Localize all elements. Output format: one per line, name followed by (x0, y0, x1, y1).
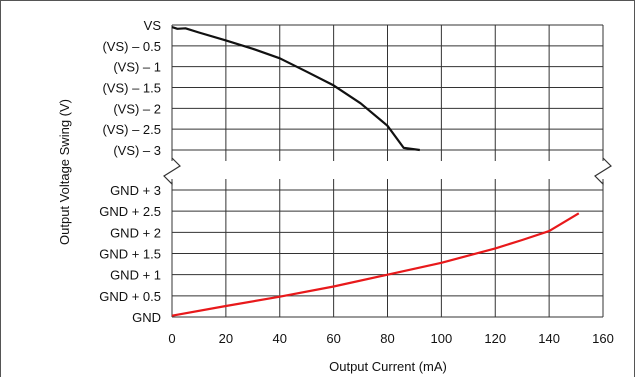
tick-labels: 0 20 40 60 80 100 120 140 160 VS (VS) – 0.5 (VS) – … (99, 18, 614, 346)
x-tick-label: 0 (168, 331, 175, 346)
x-tick-label: 60 (326, 331, 340, 346)
x-tick-label: 140 (538, 331, 560, 346)
x-tick-label: 160 (592, 331, 614, 346)
y-tick-label-lower: GND + 1.5 (99, 247, 161, 262)
x-tick-label: 20 (219, 331, 233, 346)
chart-marks (171, 26, 580, 317)
axis-break-right (594, 157, 612, 186)
x-tick-label: 120 (484, 331, 506, 346)
y-tick-label-upper: (VS) – 2 (113, 101, 161, 116)
y-tick-label-upper: (VS) – 3 (113, 143, 161, 158)
y-tick-label-lower: GND + 2.5 (99, 204, 161, 219)
y-tick-label-upper: (VS) – 0.5 (102, 39, 161, 54)
y-tick-label-upper: (VS) – 1 (113, 60, 161, 75)
y-tick-label-upper: (VS) – 1.5 (102, 81, 161, 96)
series-line-high-swing (171, 26, 420, 152)
y-tick-label-lower: GND + 1 (110, 268, 161, 283)
x-tick-label: 100 (431, 331, 453, 346)
y-tick-label-upper: (VS) – 2.5 (102, 122, 161, 137)
y-tick-label-upper: VS (144, 18, 162, 33)
grid (163, 24, 612, 318)
x-tick-label: 80 (380, 331, 394, 346)
y-tick-label-lower: GND + 0.5 (99, 289, 161, 304)
y-axis-label: Output Voltage Swing (V) (57, 99, 72, 245)
series-line-low-swing (171, 212, 580, 317)
axis-break-gap (170, 161, 605, 179)
y-tick-label-lower: GND + 3 (110, 183, 161, 198)
x-axis-label: Output Current (mA) (329, 359, 447, 374)
y-tick-label-lower: GND + 2 (110, 225, 161, 240)
x-tick-label: 40 (273, 331, 287, 346)
y-tick-label-lower: GND (132, 310, 161, 325)
axis-break-left (163, 157, 181, 186)
